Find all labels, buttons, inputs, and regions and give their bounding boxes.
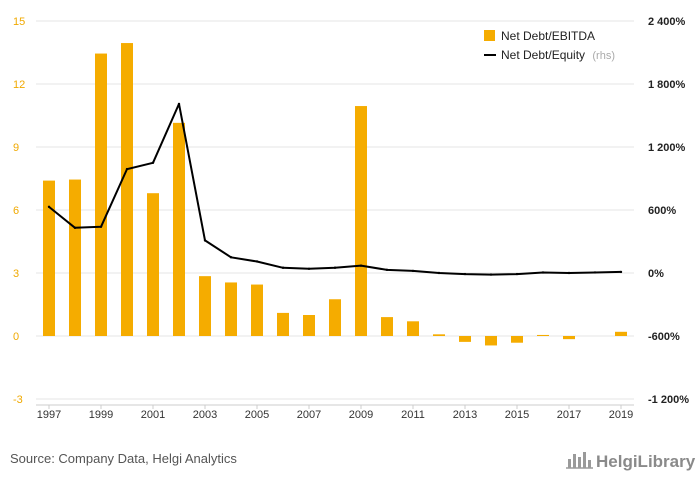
point-net-debt-equity — [151, 161, 155, 164]
legend-label-net-debt-ebitda: Net Debt/EBITDA — [501, 29, 595, 43]
right-axis-tick-label: 0% — [648, 268, 664, 280]
x-axis-tick-label: 1997 — [37, 409, 61, 421]
legend-label-net-debt-equity: Net Debt/Equity (rhs) — [501, 48, 615, 62]
bar-net-debt-ebitda — [199, 276, 211, 336]
left-axis-tick-label: 0 — [13, 331, 19, 343]
point-net-debt-equity — [307, 267, 311, 270]
right-axis-tick-label: -1 200% — [648, 394, 689, 406]
tick-layer: 15 12 9 6 3 0 -3 2 400% 1 800% 1 200% 600% 0% -600% -… — [13, 16, 689, 421]
x-axis-tick-label: 2013 — [453, 409, 477, 421]
bar-net-debt-ebitda — [563, 336, 575, 340]
x-axis-tick-label: 2019 — [609, 409, 633, 421]
point-net-debt-equity — [47, 205, 51, 209]
right-axis-tick-label: 1 200% — [648, 142, 686, 154]
bar-net-debt-ebitda — [511, 336, 523, 343]
bar-net-debt-ebitda — [537, 334, 549, 336]
x-axis-tick-label: 1999 — [89, 409, 113, 421]
bar-net-debt-ebitda — [407, 321, 419, 336]
axis-layer — [36, 404, 634, 409]
point-net-debt-equity — [255, 260, 259, 263]
right-axis-tick-label: -600% — [648, 331, 680, 343]
x-axis-tick-label: 2015 — [505, 409, 529, 421]
right-axis-tick-label: 600% — [648, 205, 676, 217]
bar-net-debt-ebitda — [355, 106, 367, 336]
right-axis-tick-label: 2 400% — [648, 16, 686, 28]
bar-net-debt-ebitda — [251, 284, 263, 336]
x-axis-tick-label: 2005 — [245, 409, 269, 421]
point-net-debt-equity — [541, 271, 545, 274]
x-axis-tick-label: 2011 — [401, 409, 425, 421]
bar-net-debt-ebitda — [433, 334, 445, 336]
bar-layer — [43, 43, 627, 346]
bar-net-debt-ebitda — [277, 312, 289, 336]
left-axis-tick-label: 3 — [13, 268, 19, 280]
point-net-debt-equity — [73, 226, 77, 230]
bar-net-debt-ebitda — [329, 299, 341, 336]
bar-net-debt-ebitda — [485, 336, 497, 346]
bar-net-debt-ebitda — [173, 122, 185, 336]
brand-name: HelgiLibrary — [596, 452, 696, 471]
point-net-debt-equity — [281, 266, 285, 269]
x-axis-tick-label: 2017 — [557, 409, 581, 421]
helgi-library-logo[interactable]: HelgiLibrary — [566, 452, 696, 471]
legend-swatch-net-debt-ebitda — [484, 30, 495, 41]
x-axis-tick-label: 2003 — [193, 409, 217, 421]
point-net-debt-equity — [203, 239, 207, 242]
point-net-debt-equity — [229, 256, 233, 259]
point-net-debt-equity — [385, 268, 389, 272]
point-net-debt-equity — [463, 272, 467, 276]
bar-net-debt-ebitda — [69, 179, 81, 336]
x-axis-tick-label: 2009 — [349, 409, 373, 421]
bar-net-debt-ebitda — [121, 43, 133, 337]
bar-net-debt-ebitda — [303, 315, 315, 336]
left-axis-tick-label: 12 — [13, 79, 25, 91]
right-axis-tick-label: 1 800% — [648, 79, 686, 91]
bar-net-debt-ebitda — [615, 331, 627, 336]
point-net-debt-equity — [567, 271, 571, 275]
legend-label-net-debt-equity-name: Net Debt/Equity — [501, 48, 585, 62]
bar-net-debt-ebitda — [147, 193, 159, 336]
bar-net-debt-ebitda — [43, 180, 55, 336]
bar-chart-logo-icon — [566, 452, 593, 469]
point-net-debt-equity — [593, 271, 597, 274]
left-axis-tick-label: 6 — [13, 205, 19, 217]
point-net-debt-equity — [125, 167, 129, 171]
legend[interactable]: Net Debt/EBITDA Net Debt/Equity (rhs) — [484, 29, 615, 62]
bar-net-debt-ebitda — [381, 317, 393, 336]
left-axis-tick-label: 9 — [13, 142, 19, 154]
point-net-debt-equity — [489, 273, 493, 276]
bar-net-debt-ebitda — [95, 53, 107, 337]
point-net-debt-equity — [99, 225, 103, 228]
x-axis-tick-label: 2007 — [297, 409, 321, 421]
point-net-debt-equity — [515, 272, 519, 276]
line-layer — [47, 102, 623, 276]
bar-net-debt-ebitda — [225, 282, 237, 336]
point-net-debt-equity — [333, 266, 337, 269]
point-net-debt-equity — [619, 270, 623, 274]
point-net-debt-equity — [359, 264, 363, 267]
left-axis-tick-label: 15 — [13, 16, 25, 28]
legend-label-rhs: (rhs) — [592, 50, 615, 62]
point-net-debt-equity — [177, 102, 181, 106]
source-note: Source: Company Data, Helgi Analytics — [10, 451, 237, 466]
point-net-debt-equity — [411, 269, 415, 273]
point-net-debt-equity — [437, 271, 441, 275]
bar-net-debt-ebitda — [459, 336, 471, 342]
x-axis-tick-label: 2001 — [141, 409, 165, 421]
left-axis-tick-label: -3 — [13, 394, 23, 406]
line-net-debt-equity — [48, 102, 622, 276]
